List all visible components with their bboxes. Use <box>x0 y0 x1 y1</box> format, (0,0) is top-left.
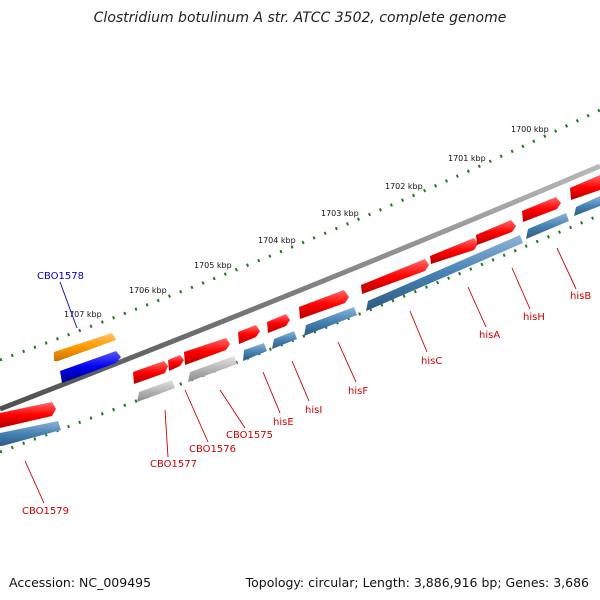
scale-label-1701: 1701 kbp <box>448 154 486 163</box>
gene-cbo1579-forward <box>0 402 56 428</box>
gene-hise-reverse <box>243 343 267 361</box>
leader-lines <box>24 247 577 504</box>
scale-label-1706: 1706 kbp <box>129 286 167 295</box>
gene-small-1 <box>168 355 184 371</box>
leader-hish <box>511 267 531 310</box>
gene-hisf <box>299 290 349 319</box>
scale-label-1702: 1702 kbp <box>385 182 423 191</box>
scale-labels: 1700 kbp 1701 kbp 1702 kbp 1703 kbp 1704… <box>64 125 549 319</box>
scale-label-1704: 1704 kbp <box>258 236 296 245</box>
accession-text: Accession: NC_009495 <box>9 575 152 590</box>
leader-cbo1579 <box>24 460 45 504</box>
leader-hisi <box>291 360 310 402</box>
gene-cbo1575 <box>238 325 260 344</box>
gene-hise <box>267 314 290 333</box>
gene-edge-right <box>570 175 600 200</box>
outer-tick-ring <box>0 108 600 362</box>
gene-hisc-reverse <box>366 235 523 311</box>
gene-hisb-reverse <box>574 196 600 216</box>
label-hish[interactable]: hisH <box>523 312 545 323</box>
inner-tick-ring <box>0 213 600 454</box>
label-hise[interactable]: hisE <box>273 417 294 428</box>
gene-hish-reverse <box>526 213 569 239</box>
leader-hisb <box>556 247 577 290</box>
scale-label-1700: 1700 kbp <box>511 125 549 134</box>
highlighted-gene-cbo1578[interactable] <box>54 333 121 383</box>
leader-cbo1576 <box>184 389 209 443</box>
gene-cbo1579-reverse <box>0 421 61 446</box>
label-cbo1576[interactable]: CBO1576 <box>189 444 236 455</box>
label-hisi[interactable]: hisI <box>305 405 322 416</box>
gene-hisa <box>430 238 478 264</box>
reverse-strand-genes <box>0 196 600 446</box>
leader-cbo1575 <box>219 389 246 429</box>
scale-label-1707: 1707 kbp <box>64 310 102 319</box>
leader-hisf <box>337 341 357 383</box>
leader-cbo1578 <box>59 281 78 329</box>
leader-hisa <box>467 286 487 328</box>
gene-cbo1577 <box>133 361 168 384</box>
gene-cbo1576 <box>184 338 230 365</box>
gene-cbo1578-forward <box>54 333 116 361</box>
gene-hish <box>476 220 516 245</box>
map-title: Clostridium botulinum A str. ATCC 3502, … <box>93 10 507 26</box>
scale-label-1705: 1705 kbp <box>194 261 232 270</box>
label-hisf[interactable]: hisF <box>348 386 368 397</box>
label-cbo1575[interactable]: CBO1575 <box>226 430 273 441</box>
gene-labels: CBO1578 CBO1579 CBO1577 CBO1576 CBO1575 … <box>22 271 591 517</box>
gene-hisi-reverse <box>272 331 297 349</box>
label-hisa[interactable]: hisA <box>479 330 500 341</box>
topology-text: Topology: circular; Length: 3,886,916 bp… <box>245 575 589 590</box>
gene-cbo1578-reverse <box>60 351 121 383</box>
scale-label-1703: 1703 kbp <box>321 209 359 218</box>
label-hisc[interactable]: hisC <box>421 356 442 367</box>
gene-hisf-reverse <box>304 307 357 336</box>
gene-cbo1577-reverse <box>137 380 175 402</box>
gene-hisc <box>361 259 429 294</box>
gene-cbo1576-reverse <box>188 356 237 382</box>
label-cbo1578[interactable]: CBO1578 <box>37 271 84 282</box>
forward-strand-genes <box>0 175 600 428</box>
gene-hisb <box>522 197 561 222</box>
leader-cbo1577 <box>164 409 169 458</box>
leader-hisc <box>409 310 428 353</box>
label-cbo1577[interactable]: CBO1577 <box>150 459 197 470</box>
genome-backbone <box>0 163 600 412</box>
leader-hise <box>262 371 281 414</box>
label-hisb[interactable]: hisB <box>570 291 591 302</box>
label-cbo1579[interactable]: CBO1579 <box>22 506 69 517</box>
